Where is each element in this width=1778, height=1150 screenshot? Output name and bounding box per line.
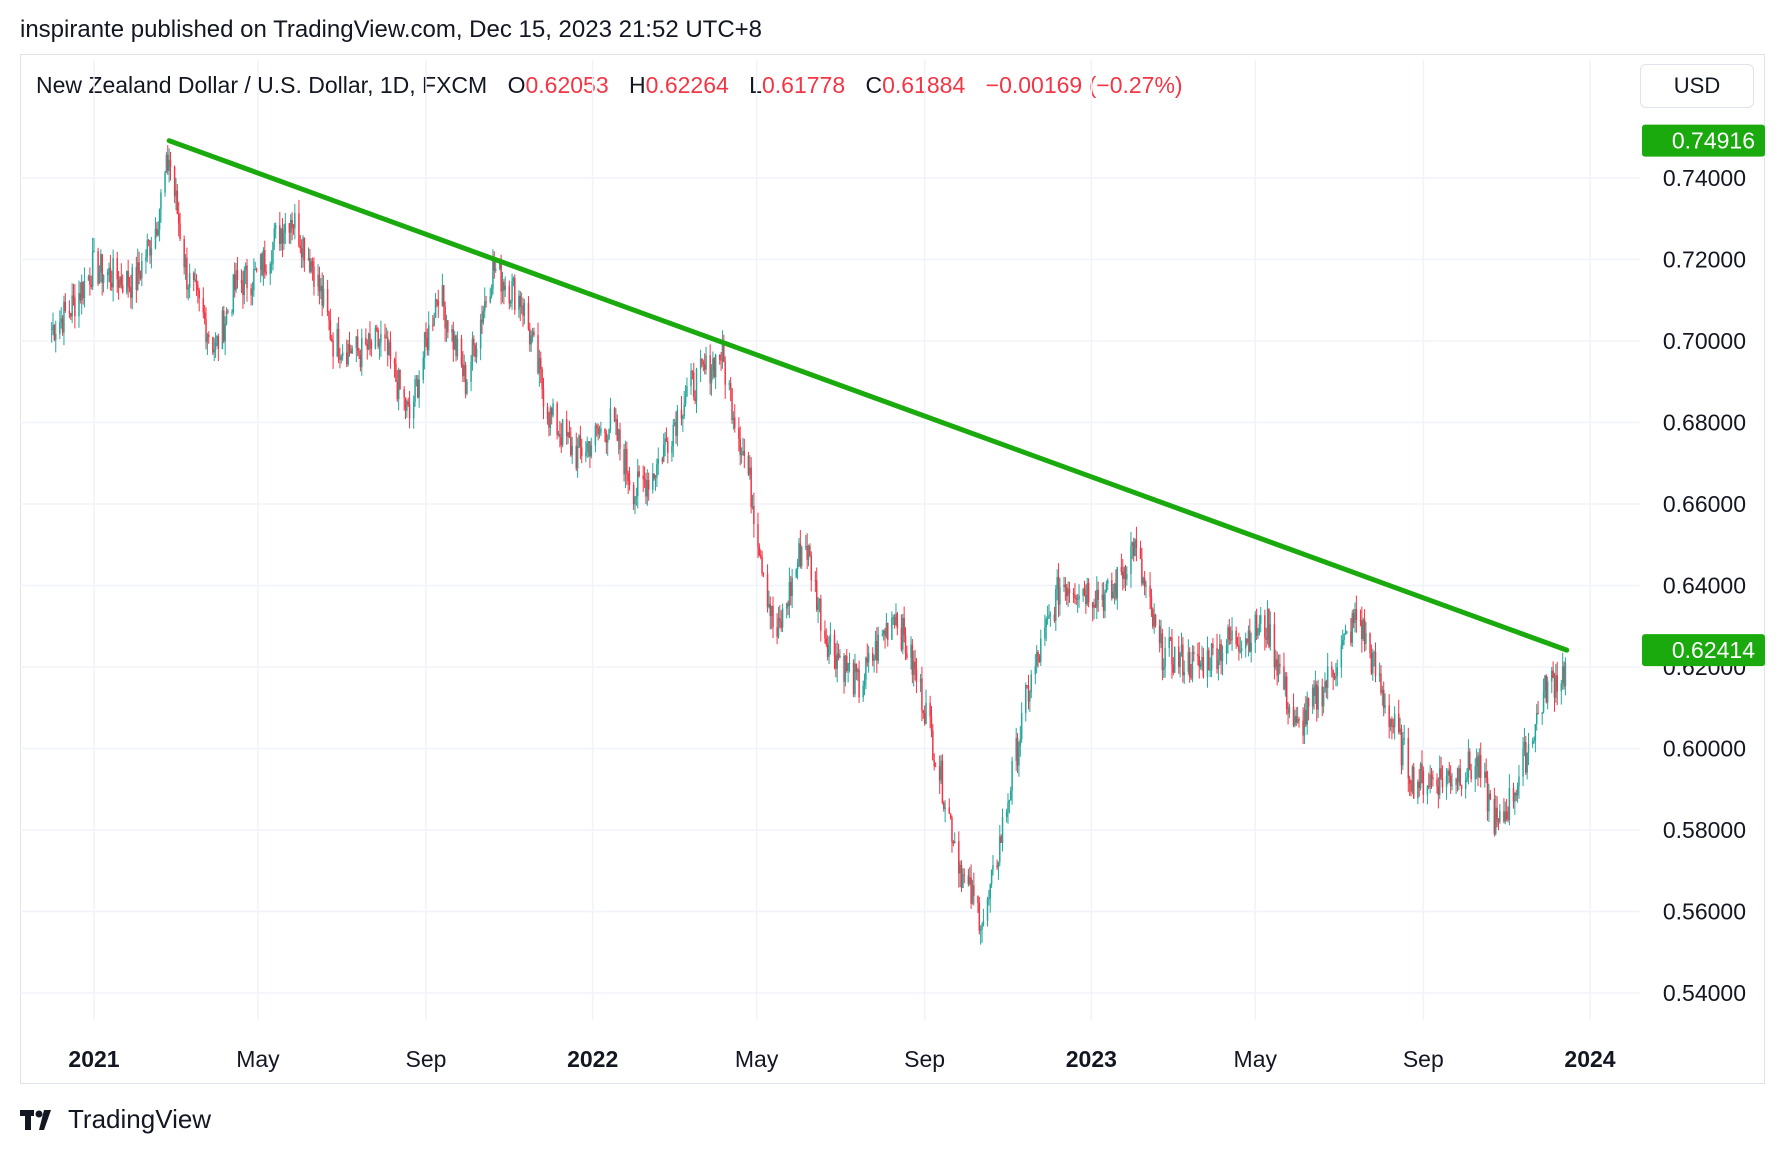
- publisher-line: inspirante published on TradingView.com,…: [20, 16, 763, 43]
- close-label: C: [865, 72, 883, 98]
- chart-frame[interactable]: [20, 54, 1765, 1084]
- brand-name: TradingView: [68, 1104, 212, 1134]
- high-value: 0.62264: [645, 72, 729, 98]
- low-label: L: [749, 72, 762, 98]
- symbol-legend: New Zealand Dollar / U.S. Dollar, 1D, FX…: [36, 72, 1183, 99]
- close-value: 0.61884: [882, 72, 966, 98]
- high-label: H: [629, 72, 646, 98]
- open-value: 0.62053: [525, 72, 609, 98]
- change-value: −0.00169 (−0.27%): [985, 72, 1183, 98]
- open-label: O: [507, 72, 526, 98]
- tradingview-logo[interactable]: TradingView: [20, 1104, 211, 1135]
- low-value: 0.61778: [761, 72, 846, 98]
- tradingview-logo-icon: [20, 1109, 51, 1130]
- currency-button[interactable]: USD: [1640, 64, 1754, 108]
- symbol-title: New Zealand Dollar / U.S. Dollar, 1D, FX…: [36, 72, 488, 98]
